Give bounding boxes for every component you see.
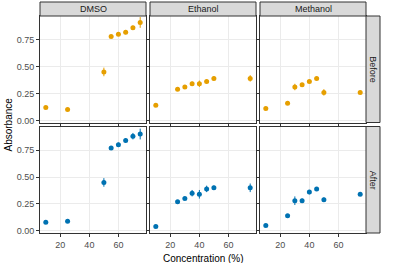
svg-text:0.25: 0.25 bbox=[17, 89, 35, 99]
svg-text:20: 20 bbox=[275, 240, 285, 250]
svg-text:20: 20 bbox=[55, 240, 65, 250]
svg-text:Before: Before bbox=[368, 56, 378, 83]
svg-text:60: 60 bbox=[223, 240, 233, 250]
svg-text:40: 40 bbox=[304, 240, 314, 250]
svg-text:0.25: 0.25 bbox=[17, 199, 35, 209]
svg-text:After: After bbox=[368, 171, 378, 190]
svg-text:40: 40 bbox=[194, 240, 204, 250]
svg-text:0.00: 0.00 bbox=[17, 226, 35, 236]
svg-text:20: 20 bbox=[165, 240, 175, 250]
svg-text:Concentration (%): Concentration (%) bbox=[163, 253, 244, 263]
svg-text:0.00: 0.00 bbox=[17, 116, 35, 126]
svg-text:Absorbance: Absorbance bbox=[3, 98, 14, 152]
svg-text:Methanol: Methanol bbox=[295, 4, 332, 14]
svg-text:0.50: 0.50 bbox=[17, 172, 35, 182]
svg-text:60: 60 bbox=[333, 240, 343, 250]
svg-text:DMSO: DMSO bbox=[80, 4, 107, 14]
svg-text:60: 60 bbox=[113, 240, 123, 250]
svg-text:0.75: 0.75 bbox=[17, 145, 35, 155]
svg-text:0.50: 0.50 bbox=[17, 62, 35, 72]
svg-text:Ethanol: Ethanol bbox=[188, 4, 219, 14]
svg-text:40: 40 bbox=[84, 240, 94, 250]
svg-text:0.75: 0.75 bbox=[17, 35, 35, 45]
